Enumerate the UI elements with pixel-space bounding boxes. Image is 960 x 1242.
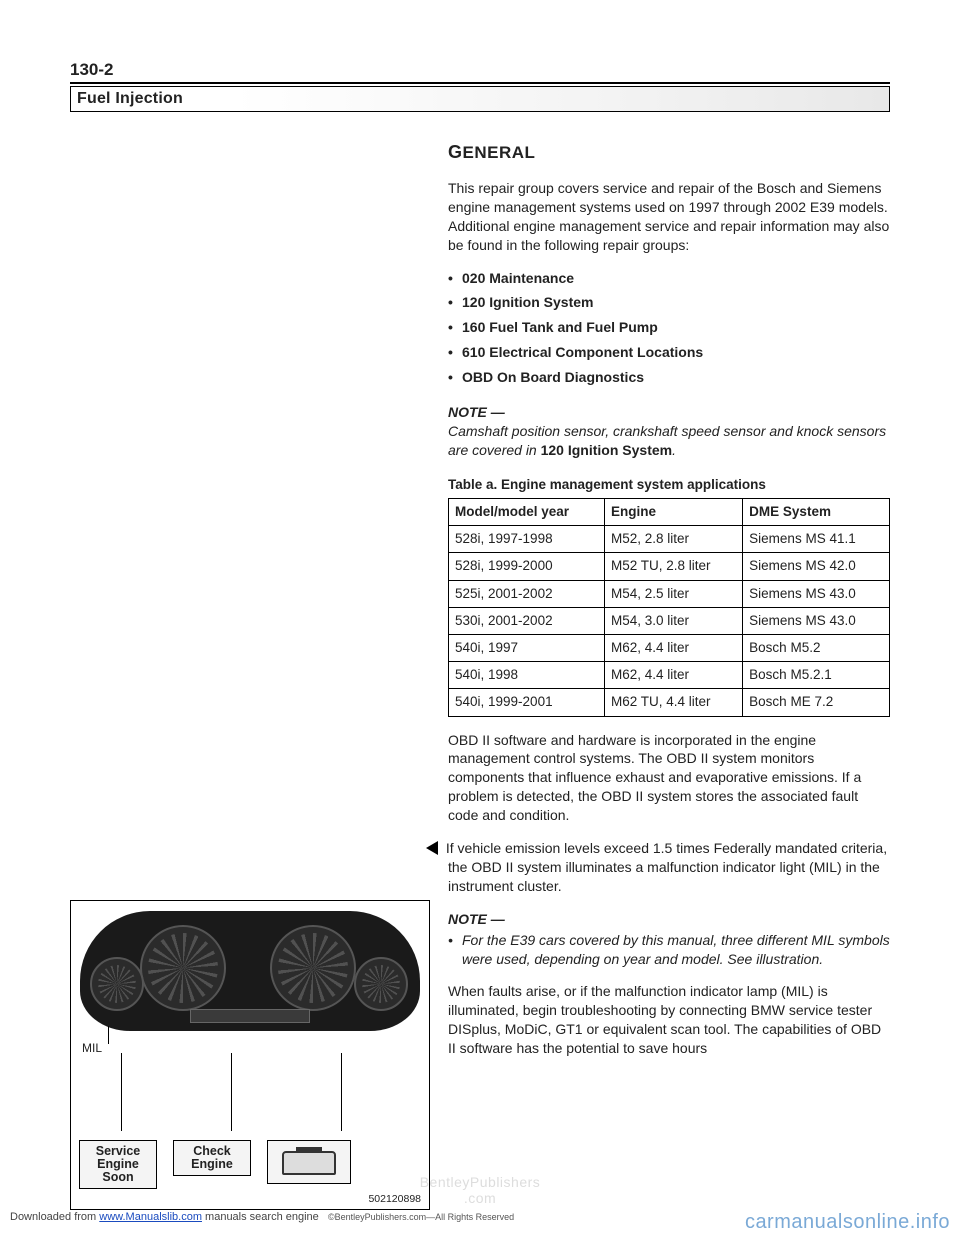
table-row: 528i, 1999-2000M52 TU, 2.8 literSiemens … — [449, 553, 890, 580]
table-cell: M62 TU, 4.4 liter — [604, 689, 742, 716]
table-cell: M54, 3.0 liter — [604, 607, 742, 634]
list-item: 120 Ignition System — [448, 293, 890, 312]
mil-symbol-service-engine-soon: ServiceEngineSoon — [79, 1140, 157, 1189]
publisher-watermark: BentleyPublishers.com — [420, 1174, 541, 1206]
mil-label: MIL — [82, 1041, 102, 1055]
table-cell: 540i, 1997 — [449, 634, 605, 661]
table-cell: M62, 4.4 liter — [604, 662, 742, 689]
mil-paragraph: If vehicle emission levels exceed 1.5 ti… — [448, 839, 890, 896]
note1-body: Camshaft position sensor, crankshaft spe… — [448, 422, 890, 460]
section-title-bar: Fuel Injection — [70, 86, 890, 112]
table-row: 525i, 2001-2002M54, 2.5 literSiemens MS … — [449, 580, 890, 607]
table-cell: 540i, 1998 — [449, 662, 605, 689]
heading-general: GENERAL — [448, 140, 890, 165]
list-item: 020 Maintenance — [448, 269, 890, 288]
table-cell: Siemens MS 43.0 — [743, 607, 890, 634]
list-item: 610 Electrical Component Locations — [448, 343, 890, 362]
table-cell: Siemens MS 43.0 — [743, 580, 890, 607]
top-rule — [70, 82, 890, 84]
manualslib-link[interactable]: www.Manualslib.com — [99, 1211, 202, 1223]
table-header-cell: Model/model year — [449, 498, 605, 525]
faults-paragraph: When faults arise, or if the malfunction… — [448, 982, 890, 1058]
instrument-cluster-figure: MIL ServiceEngineSoon CheckEngine 502120… — [70, 900, 430, 1210]
table-cell: 540i, 1999-2001 — [449, 689, 605, 716]
table-cell: Siemens MS 41.1 — [743, 526, 890, 553]
downloaded-from: Downloaded from www.Manualslib.com manua… — [10, 1211, 514, 1234]
gauge-cluster: MIL — [80, 911, 420, 1051]
table-row: 528i, 1997-1998M52, 2.8 literSiemens MS … — [449, 526, 890, 553]
table-cell: M52 TU, 2.8 liter — [604, 553, 742, 580]
table-row: 530i, 2001-2002M54, 3.0 literSiemens MS … — [449, 607, 890, 634]
obd-paragraph: OBD II software and hardware is incorpor… — [448, 731, 890, 825]
table-row: 540i, 1997M62, 4.4 literBosch M5.2 — [449, 634, 890, 661]
engine-applications-table: Model/model yearEngineDME System 528i, 1… — [448, 498, 890, 717]
table-cell: 528i, 1999-2000 — [449, 553, 605, 580]
page-number: 130-2 — [70, 60, 890, 80]
table-cell: 528i, 1997-1998 — [449, 526, 605, 553]
list-item: OBD On Board Diagnostics — [448, 368, 890, 387]
table-cell: M52, 2.8 liter — [604, 526, 742, 553]
table-cell: Siemens MS 42.0 — [743, 553, 890, 580]
list-item: 160 Fuel Tank and Fuel Pump — [448, 318, 890, 337]
figure-number: 502120898 — [368, 1193, 421, 1205]
mil-symbol-check-engine: CheckEngine — [173, 1140, 251, 1176]
left-arrow-icon — [426, 841, 438, 855]
table-header-cell: DME System — [743, 498, 890, 525]
table-header-cell: Engine — [604, 498, 742, 525]
copyright-text: ©BentleyPublishers.com—All Rights Reserv… — [328, 1212, 514, 1222]
table-cell: 525i, 2001-2002 — [449, 580, 605, 607]
note1-heading: NOTE — — [448, 403, 890, 422]
note2-body: For the E39 cars covered by this manual,… — [448, 931, 890, 969]
site-watermark: carmanualsonline.info — [745, 1211, 950, 1234]
table-cell: M62, 4.4 liter — [604, 634, 742, 661]
table-cell: Bosch M5.2.1 — [743, 662, 890, 689]
table-caption: Table a. Engine management system applic… — [448, 476, 890, 494]
table-cell: Bosch M5.2 — [743, 634, 890, 661]
note2-heading: NOTE — — [448, 910, 890, 929]
table-cell: 530i, 2001-2002 — [449, 607, 605, 634]
table-row: 540i, 1999-2001M62 TU, 4.4 literBosch ME… — [449, 689, 890, 716]
mil-symbol-engine-icon — [267, 1140, 351, 1184]
related-groups-list: 020 Maintenance 120 Ignition System 160 Fu… — [448, 269, 890, 387]
table-row: 540i, 1998M62, 4.4 literBosch M5.2.1 — [449, 662, 890, 689]
table-cell: Bosch ME 7.2 — [743, 689, 890, 716]
intro-paragraph: This repair group covers service and rep… — [448, 179, 890, 255]
table-cell: M54, 2.5 liter — [604, 580, 742, 607]
